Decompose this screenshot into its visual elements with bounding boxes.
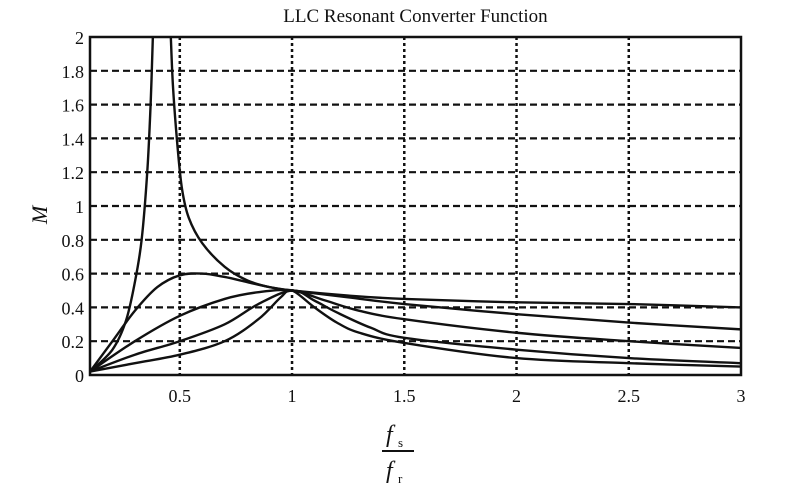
series-line-4 bbox=[90, 289, 741, 373]
series-line-5 bbox=[90, 288, 741, 373]
y-tick-label: 2 bbox=[75, 28, 84, 48]
y-tick-label: 0.6 bbox=[62, 265, 85, 285]
series-line-3 bbox=[90, 288, 741, 373]
x-label-denominator-sub: r bbox=[398, 471, 403, 486]
plot-frame bbox=[88, 35, 743, 377]
y-tick-label: 0 bbox=[75, 366, 84, 386]
x-tick-label: 0.5 bbox=[169, 386, 192, 406]
x-label-denominator: f bbox=[386, 458, 396, 484]
x-axis-label: f s f r bbox=[382, 422, 414, 486]
x-label-numerator-sub: s bbox=[398, 435, 403, 450]
y-tick-label: 1.4 bbox=[62, 129, 85, 149]
y-tick-label: 0.2 bbox=[62, 332, 85, 352]
x-label-numerator: f bbox=[386, 422, 396, 448]
ticks: 0 0.2 0.4 0.6 0.8 1 1.2 1.4 1.6 1.8 2 0.5 1 1.5 2 2.5 3 bbox=[62, 28, 746, 406]
chart-title: LLC Resonant Converter Function bbox=[283, 6, 548, 27]
x-tick-label: 2.5 bbox=[618, 386, 641, 406]
x-tick-label: 2 bbox=[512, 386, 521, 406]
curves bbox=[90, 37, 741, 373]
y-axis-label: M bbox=[27, 204, 52, 225]
x-tick-label: 3 bbox=[737, 386, 746, 406]
y-tick-label: 1.8 bbox=[62, 62, 85, 82]
series-line-2 bbox=[90, 272, 741, 373]
y-tick-label: 1.2 bbox=[62, 163, 85, 183]
y-tick-label: 1 bbox=[75, 197, 84, 217]
series-line-1 bbox=[90, 37, 155, 373]
x-tick-label: 1 bbox=[288, 386, 297, 406]
y-tick-label: 0.8 bbox=[62, 231, 85, 251]
y-tick-label: 1.6 bbox=[62, 96, 85, 116]
x-tick-label: 1.5 bbox=[393, 386, 416, 406]
y-tick-label: 0.4 bbox=[62, 298, 85, 318]
